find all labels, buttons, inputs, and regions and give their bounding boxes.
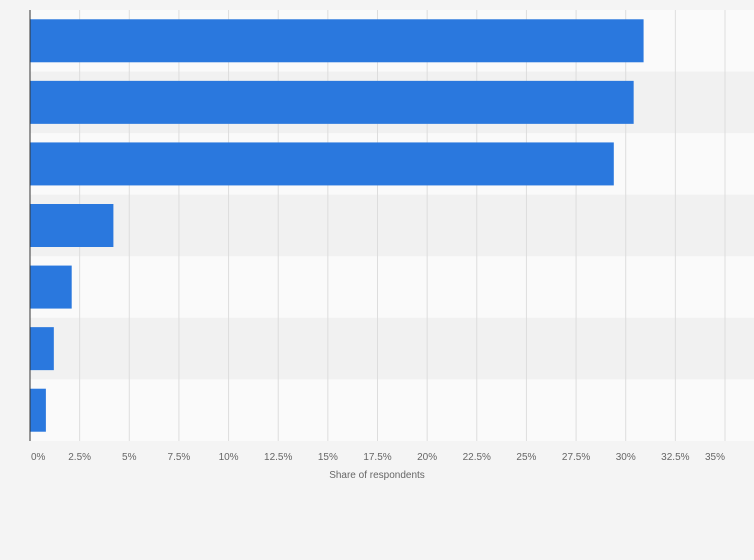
row-band-4 <box>30 194 754 257</box>
x-tick-label-14: 35% <box>705 452 725 463</box>
x-tick-label-8: 20% <box>417 452 437 463</box>
x-tick-label-10: 25% <box>516 452 536 463</box>
x-tick-label-5: 12.5% <box>264 452 292 463</box>
x-tick-label-7: 17.5% <box>363 452 391 463</box>
x-tick-label-9: 22.5% <box>463 452 491 463</box>
bar-5[interactable] <box>30 265 72 309</box>
x-tick-label-12: 30% <box>616 452 636 463</box>
x-tick-label-6: 15% <box>318 452 338 463</box>
bar-6[interactable] <box>30 327 54 371</box>
bar-1[interactable] <box>30 19 644 63</box>
bar-4[interactable] <box>30 204 114 247</box>
bar-2[interactable] <box>30 80 634 124</box>
row-band-5 <box>30 256 754 318</box>
x-axis-title: Share of respondents <box>329 470 425 481</box>
x-tick-label-13: 32.5% <box>661 452 689 463</box>
row-bands <box>30 10 754 441</box>
bar-7[interactable] <box>30 388 46 432</box>
x-tick-label-1: 2.5% <box>68 452 91 463</box>
row-band-7 <box>30 379 754 441</box>
x-tick-label-11: 27.5% <box>562 452 590 463</box>
row-band-6 <box>30 317 754 380</box>
x-tick-label-4: 10% <box>219 452 239 463</box>
x-tick-label-3: 7.5% <box>168 452 191 463</box>
bars <box>30 19 644 432</box>
x-tick-label-2: 5% <box>122 452 137 463</box>
x-tick-labels: 0% 2.5% 5% 7.5% 10% 12.5% 15% 17.5% 20% 22.5% 25% 2… <box>31 452 725 463</box>
bar-3[interactable] <box>30 142 614 186</box>
x-tick-label-0: 0% <box>31 452 46 463</box>
